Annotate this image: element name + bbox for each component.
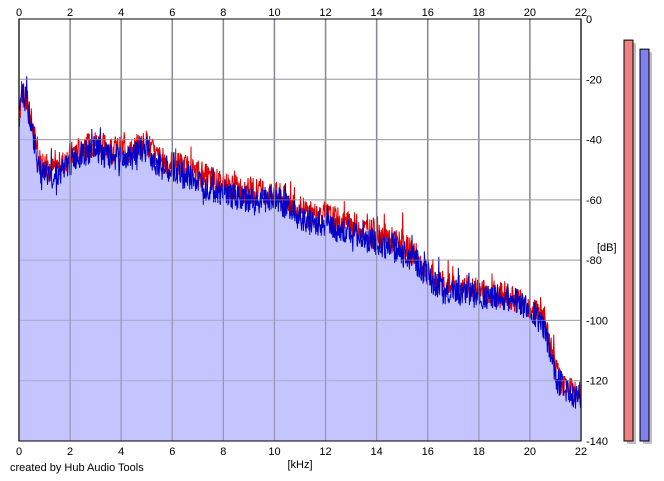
- y-tick-label: 0: [586, 14, 592, 26]
- x-tick-label-top: 2: [67, 7, 73, 19]
- y-tick-label: -140: [586, 436, 608, 448]
- y-axis-label: [dB]: [597, 242, 617, 254]
- x-tick-label-top: 18: [473, 7, 485, 19]
- x-tick-label-top: 4: [118, 7, 124, 19]
- x-tick-label-top: 16: [422, 7, 434, 19]
- x-tick-labels-bottom: 0 2 4 6 8 10 12 14 16 18 20 22: [16, 446, 587, 458]
- x-tick-label-top: 6: [169, 7, 175, 19]
- level-meters: [623, 39, 652, 445]
- credit-text: created by Hub Audio Tools: [10, 462, 144, 474]
- level-meter-1: [623, 39, 634, 442]
- x-tick-labels-top: 0 2 4 6 8 10 12 14 16 18 20 22: [16, 7, 587, 19]
- x-tick-label-top: 0: [16, 7, 22, 19]
- x-tick-label-bottom: 16: [422, 446, 434, 458]
- y-tick-label: -120: [586, 376, 608, 388]
- x-tick-label-top: 22: [575, 7, 587, 19]
- x-axis-label: [kHz]: [287, 459, 312, 471]
- y-tick-label: -40: [586, 135, 602, 147]
- y-tick-label: -100: [586, 315, 608, 327]
- x-tick-label-bottom: 2: [67, 446, 73, 458]
- y-tick-label: -80: [586, 255, 602, 267]
- level-meter-2: [639, 48, 650, 442]
- series-line-2: [18, 76, 582, 409]
- x-tick-label-bottom: 10: [268, 446, 280, 458]
- x-tick-label-bottom: 8: [220, 446, 226, 458]
- y-tick-labels: 0 -20 -40 -60 -80 -100 -120 -140: [586, 14, 608, 448]
- x-tick-label-top: 12: [319, 7, 331, 19]
- y-tick-label: -60: [586, 195, 602, 207]
- x-tick-label-bottom: 14: [371, 446, 383, 458]
- plot-border: [18, 18, 582, 442]
- x-tick-label-top: 14: [371, 7, 383, 19]
- x-tick-label-bottom: 18: [473, 446, 485, 458]
- x-tick-label-bottom: 22: [575, 446, 587, 458]
- x-tick-label-top: 20: [524, 7, 536, 19]
- y-tick-label: -20: [586, 74, 602, 86]
- x-tick-label-bottom: 12: [319, 446, 331, 458]
- x-tick-label-bottom: 6: [169, 446, 175, 458]
- spectrum-fill-area: [19, 76, 581, 441]
- x-tick-label-top: 10: [268, 7, 280, 19]
- x-tick-label-bottom: 4: [118, 446, 124, 458]
- x-tick-label-bottom: 20: [524, 446, 536, 458]
- x-tick-label-bottom: 0: [16, 446, 22, 458]
- x-tick-label-top: 8: [220, 7, 226, 19]
